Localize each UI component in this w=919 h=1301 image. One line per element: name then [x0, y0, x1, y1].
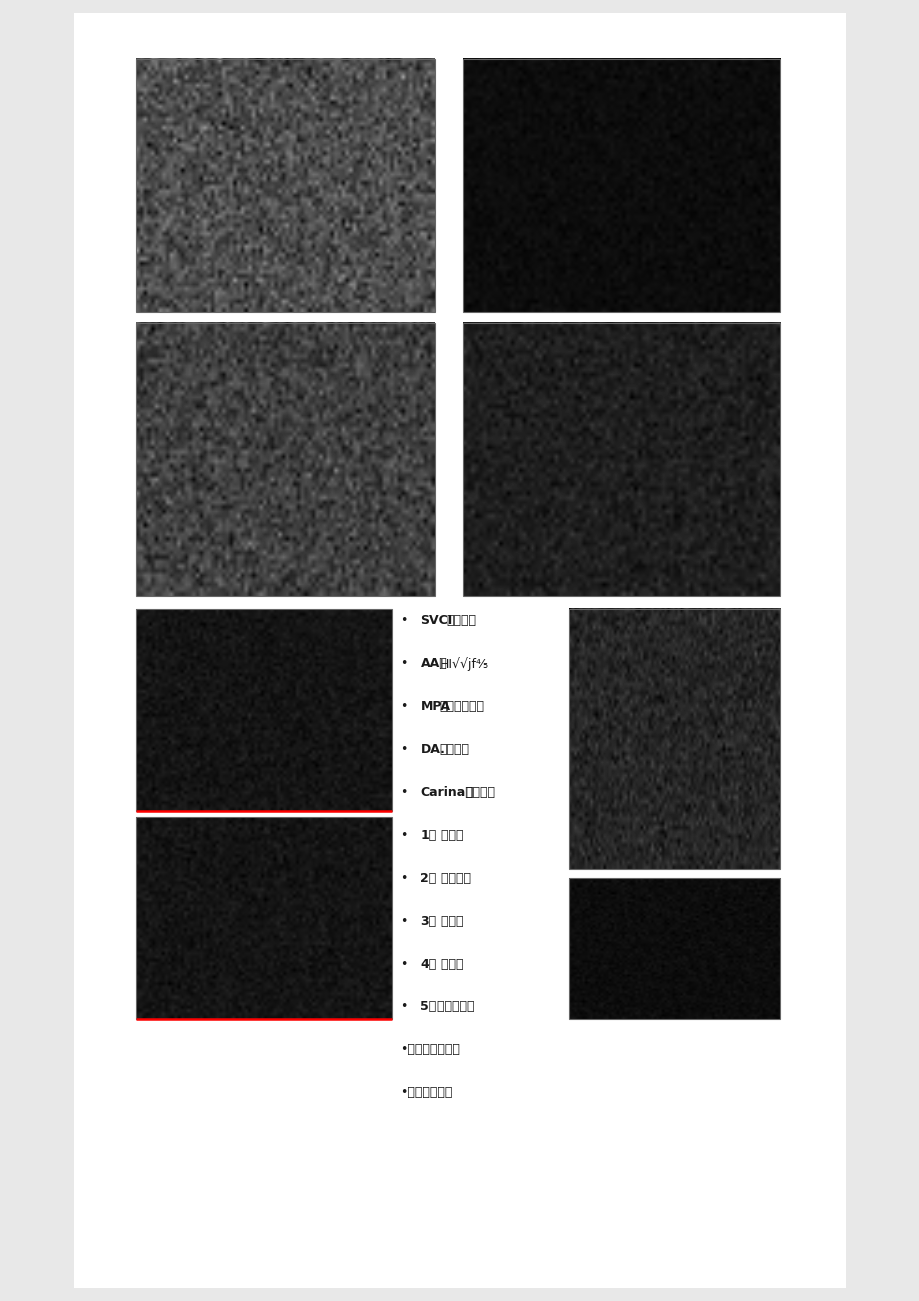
Text: •长笭头《乳头肌: •长笭头《乳头肌	[400, 1043, 460, 1056]
Text: •短笭头：食道: •短笭头：食道	[400, 1086, 452, 1099]
Bar	[568, 878, 779, 1019]
Text: 1：: 1：	[420, 829, 437, 842]
Bar	[136, 323, 435, 596]
Bar	[462, 323, 779, 596]
Text: ：肺动脉主干: ：肺动脉主干	[439, 700, 484, 713]
Bar	[74, 13, 845, 1288]
Text: MPA: MPA	[420, 700, 450, 713]
Text: •: •	[400, 786, 407, 799]
Text: 房间隔: 房间隔	[433, 958, 463, 971]
Text: 右心室: 右心室	[433, 915, 463, 928]
Bar	[136, 59, 435, 312]
Text: •: •	[400, 958, 407, 971]
Text: •: •	[400, 743, 407, 756]
Bar	[462, 59, 779, 312]
Text: 左空海离壁: 左空海离壁	[433, 1000, 474, 1013]
Text: •: •	[400, 700, 407, 713]
Text: •: •	[400, 915, 407, 928]
Text: Carina：: Carina：	[420, 786, 472, 799]
Text: HI√√jf⅘: HI√√jf⅘	[439, 657, 488, 671]
Text: 降主动脉: 降主动脉	[439, 743, 470, 756]
Text: 3：: 3：	[420, 915, 437, 928]
Text: 4：: 4：	[420, 958, 437, 971]
Text: •: •	[400, 1000, 407, 1013]
Text: 5：: 5：	[420, 1000, 437, 1013]
Bar	[136, 609, 391, 811]
Text: •: •	[400, 614, 407, 627]
Bar	[568, 609, 779, 869]
Text: •: •	[400, 872, 407, 885]
Text: 左心室: 左心室	[433, 829, 463, 842]
Text: •: •	[400, 829, 407, 842]
Text: 气管降突: 气管降突	[465, 786, 495, 799]
Text: 降主动脉: 降主动脉	[433, 872, 471, 885]
Bar	[136, 817, 391, 1019]
Text: 上腔静脉: 上腔静脉	[446, 614, 476, 627]
Text: 2：: 2：	[420, 872, 437, 885]
Text: SVCI: SVCI	[420, 614, 452, 627]
Text: AA：: AA：	[420, 657, 447, 670]
Text: DA.: DA.	[420, 743, 445, 756]
Text: •: •	[400, 657, 407, 670]
